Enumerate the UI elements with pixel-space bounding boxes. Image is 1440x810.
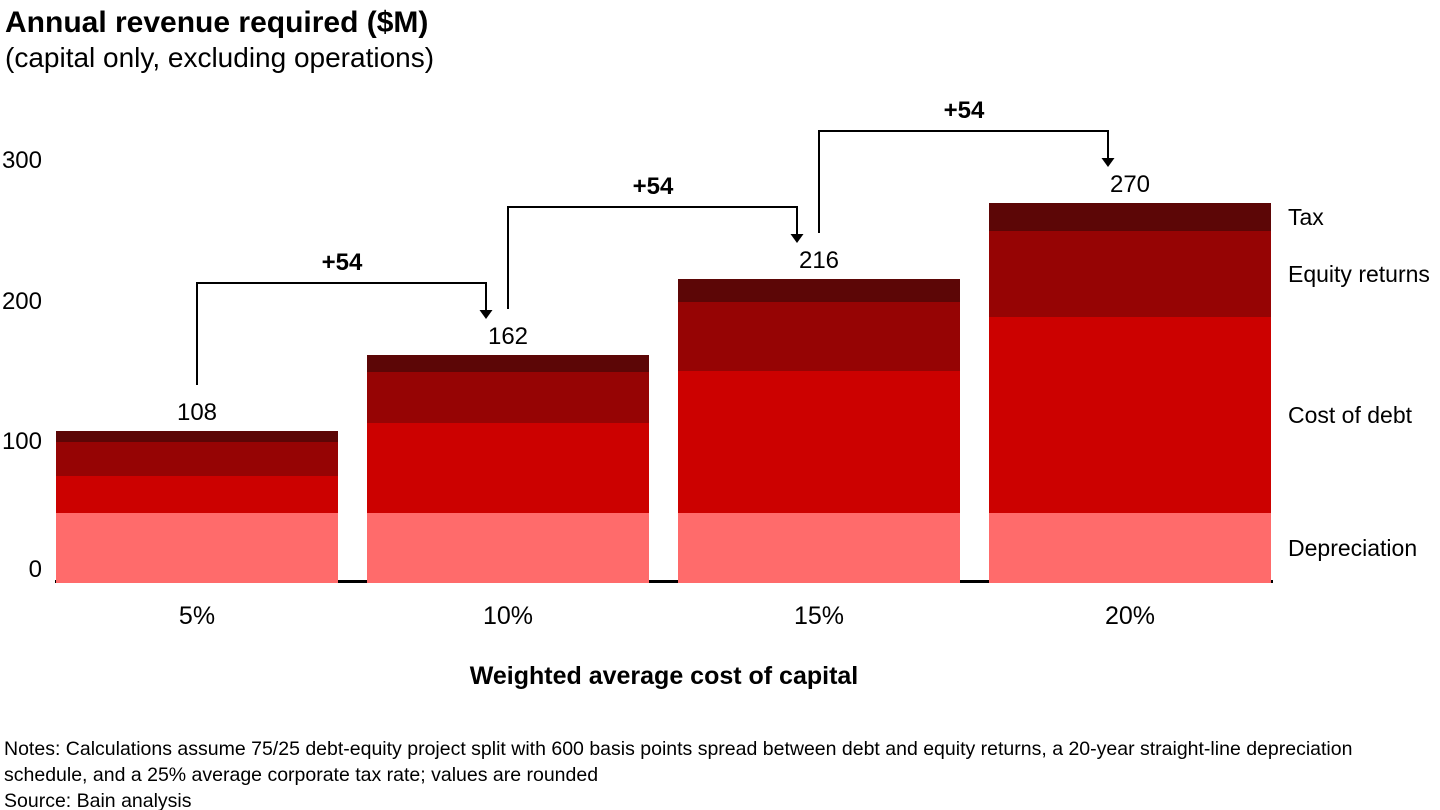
bar-5--segment-equity-returns xyxy=(56,442,338,477)
bar-15--segment-cost-of-debt xyxy=(678,370,960,513)
bar-total-label-5-: 108 xyxy=(176,399,218,426)
notes-text: Notes: Calculations assume 75/25 debt-eq… xyxy=(4,738,1353,786)
bar-20--segment-equity-returns xyxy=(989,231,1271,317)
arrow-down-icon xyxy=(790,234,804,243)
arrow-down-icon xyxy=(479,310,493,319)
delta-label-1: +54 xyxy=(632,173,674,200)
bar-20--segment-cost-of-debt xyxy=(989,317,1271,513)
bar-total-label-10-: 162 xyxy=(487,323,529,350)
x-tick-label-15-: 15% xyxy=(793,602,845,630)
chart-title: Annual revenue required ($M) xyxy=(5,6,429,39)
bar-20--segment-tax xyxy=(989,203,1271,232)
bar-10--segment-tax xyxy=(367,355,649,372)
y-tick-label-300: 300 xyxy=(1,146,42,174)
y-tick-label-100: 100 xyxy=(1,428,42,456)
bar-20--segment-depreciation xyxy=(989,512,1271,583)
bar-10--segment-equity-returns xyxy=(367,371,649,423)
x-tick-label-5-: 5% xyxy=(178,602,216,630)
bar-15--segment-tax xyxy=(678,279,960,302)
bar-10--segment-cost-of-debt xyxy=(367,422,649,513)
legend-label-equity-returns: Equity returns xyxy=(1288,261,1430,287)
legend-label-cost-of-debt: Cost of debt xyxy=(1288,402,1413,428)
y-tick-label-200: 200 xyxy=(1,287,42,315)
y-tick-label-0: 0 xyxy=(28,556,42,583)
bar-5--segment-depreciation xyxy=(56,512,338,583)
arrow-down-icon xyxy=(1101,158,1115,167)
bar-total-label-20-: 270 xyxy=(1109,171,1151,198)
x-axis-line xyxy=(55,580,1273,583)
x-axis-title: Weighted average cost of capital xyxy=(469,662,859,690)
source-text: Source: Bain analysis xyxy=(4,790,192,810)
x-tick-label-10-: 10% xyxy=(482,602,534,630)
bar-5--segment-cost-of-debt xyxy=(56,476,338,513)
chart-subtitle: (capital only, excluding operations) xyxy=(5,42,435,73)
bar-10--segment-depreciation xyxy=(367,512,649,583)
bar-5--segment-tax xyxy=(56,431,338,443)
legend-label-depreciation: Depreciation xyxy=(1288,535,1418,561)
bar-total-label-15-: 216 xyxy=(798,247,840,274)
bar-15--segment-depreciation xyxy=(678,512,960,583)
delta-label-0: +54 xyxy=(321,249,363,276)
bar-15--segment-equity-returns xyxy=(678,301,960,371)
delta-label-2: +54 xyxy=(943,97,985,124)
legend-label-tax: Tax xyxy=(1288,204,1324,230)
x-tick-label-20-: 20% xyxy=(1104,602,1156,630)
notes-block: Notes: Calculations assume 75/25 debt-eq… xyxy=(4,736,1404,810)
